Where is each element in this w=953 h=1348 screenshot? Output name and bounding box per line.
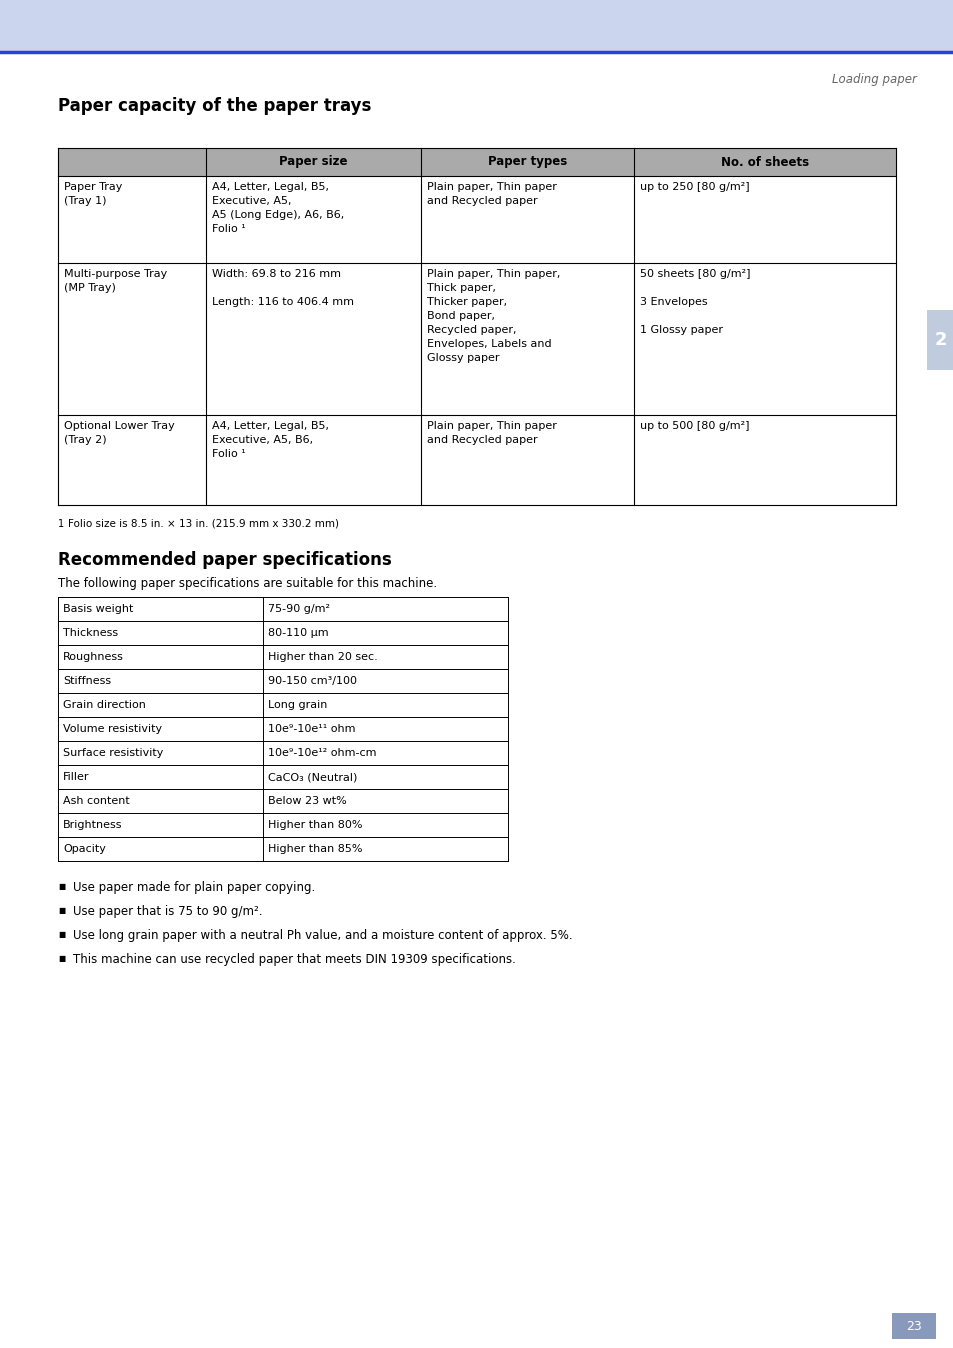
Text: Thickness: Thickness bbox=[63, 628, 118, 638]
Text: Opacity: Opacity bbox=[63, 844, 106, 855]
Text: ■: ■ bbox=[58, 954, 65, 964]
Text: up to 250 [80 g/m²]: up to 250 [80 g/m²] bbox=[639, 182, 749, 191]
Text: CaCO₃ (Neutral): CaCO₃ (Neutral) bbox=[268, 772, 357, 782]
Bar bbox=[0, 0, 953, 53]
Text: Roughness: Roughness bbox=[63, 652, 124, 662]
Text: Filler: Filler bbox=[63, 772, 90, 782]
Text: 10e⁹-10e¹¹ ohm: 10e⁹-10e¹¹ ohm bbox=[268, 724, 355, 735]
Text: This machine can use recycled paper that meets DIN 19309 specifications.: This machine can use recycled paper that… bbox=[73, 953, 516, 965]
Text: Surface resistivity: Surface resistivity bbox=[63, 748, 163, 758]
Text: Plain paper, Thin paper
and Recycled paper: Plain paper, Thin paper and Recycled pap… bbox=[427, 421, 557, 445]
Text: 23: 23 bbox=[905, 1320, 921, 1333]
Text: Use paper that is 75 to 90 g/m².: Use paper that is 75 to 90 g/m². bbox=[73, 905, 262, 918]
Text: Plain paper, Thin paper,
Thick paper,
Thicker paper,
Bond paper,
Recycled paper,: Plain paper, Thin paper, Thick paper, Th… bbox=[427, 270, 559, 363]
Bar bbox=[58, 148, 895, 177]
Text: 1: 1 bbox=[58, 519, 64, 528]
Text: ■: ■ bbox=[58, 930, 65, 940]
Text: Higher than 85%: Higher than 85% bbox=[268, 844, 362, 855]
Text: A4, Letter, Legal, B5,
Executive, A5, B6,
Folio ¹: A4, Letter, Legal, B5, Executive, A5, B6… bbox=[212, 421, 329, 460]
Text: Paper size: Paper size bbox=[279, 155, 348, 168]
Text: Ash content: Ash content bbox=[63, 797, 130, 806]
Text: Loading paper: Loading paper bbox=[831, 74, 916, 86]
Text: ■: ■ bbox=[58, 883, 65, 891]
Text: 50 sheets [80 g/m²]

3 Envelopes

1 Glossy paper: 50 sheets [80 g/m²] 3 Envelopes 1 Glossy… bbox=[639, 270, 750, 336]
Text: Higher than 80%: Higher than 80% bbox=[268, 820, 362, 830]
Bar bbox=[926, 310, 953, 369]
Text: 75-90 g/m²: 75-90 g/m² bbox=[268, 604, 330, 613]
Text: Higher than 20 sec.: Higher than 20 sec. bbox=[268, 652, 377, 662]
Text: Width: 69.8 to 216 mm

Length: 116 to 406.4 mm: Width: 69.8 to 216 mm Length: 116 to 406… bbox=[212, 270, 354, 307]
Text: 90-150 cm³/100: 90-150 cm³/100 bbox=[268, 675, 356, 686]
Text: ■: ■ bbox=[58, 906, 65, 915]
Text: Multi-purpose Tray
(MP Tray): Multi-purpose Tray (MP Tray) bbox=[64, 270, 167, 293]
Text: Paper types: Paper types bbox=[487, 155, 566, 168]
Text: Brightness: Brightness bbox=[63, 820, 122, 830]
Text: Grain direction: Grain direction bbox=[63, 700, 146, 710]
Text: Volume resistivity: Volume resistivity bbox=[63, 724, 162, 735]
Text: The following paper specifications are suitable for this machine.: The following paper specifications are s… bbox=[58, 577, 436, 590]
Text: Folio size is 8.5 in. × 13 in. (215.9 mm x 330.2 mm): Folio size is 8.5 in. × 13 in. (215.9 mm… bbox=[68, 519, 338, 528]
Text: up to 500 [80 g/m²]: up to 500 [80 g/m²] bbox=[639, 421, 749, 431]
Text: Basis weight: Basis weight bbox=[63, 604, 133, 613]
Text: Paper Tray
(Tray 1): Paper Tray (Tray 1) bbox=[64, 182, 122, 206]
Bar bbox=[891, 1313, 935, 1339]
Text: 10e⁹-10e¹² ohm-cm: 10e⁹-10e¹² ohm-cm bbox=[268, 748, 376, 758]
Text: Optional Lower Tray
(Tray 2): Optional Lower Tray (Tray 2) bbox=[64, 421, 174, 445]
Text: Paper capacity of the paper trays: Paper capacity of the paper trays bbox=[58, 97, 371, 115]
Text: Stiffness: Stiffness bbox=[63, 675, 111, 686]
Text: A4, Letter, Legal, B5,
Executive, A5,
A5 (Long Edge), A6, B6,
Folio ¹: A4, Letter, Legal, B5, Executive, A5, A5… bbox=[212, 182, 344, 235]
Text: Plain paper, Thin paper
and Recycled paper: Plain paper, Thin paper and Recycled pap… bbox=[427, 182, 557, 206]
Text: Use paper made for plain paper copying.: Use paper made for plain paper copying. bbox=[73, 880, 314, 894]
Text: Below 23 wt%: Below 23 wt% bbox=[268, 797, 346, 806]
Text: 80-110 μm: 80-110 μm bbox=[268, 628, 328, 638]
Text: 2: 2 bbox=[933, 332, 945, 349]
Text: Use long grain paper with a neutral Ph value, and a moisture content of approx. : Use long grain paper with a neutral Ph v… bbox=[73, 929, 572, 941]
Text: No. of sheets: No. of sheets bbox=[720, 155, 808, 168]
Text: Long grain: Long grain bbox=[268, 700, 327, 710]
Text: Recommended paper specifications: Recommended paper specifications bbox=[58, 551, 392, 569]
